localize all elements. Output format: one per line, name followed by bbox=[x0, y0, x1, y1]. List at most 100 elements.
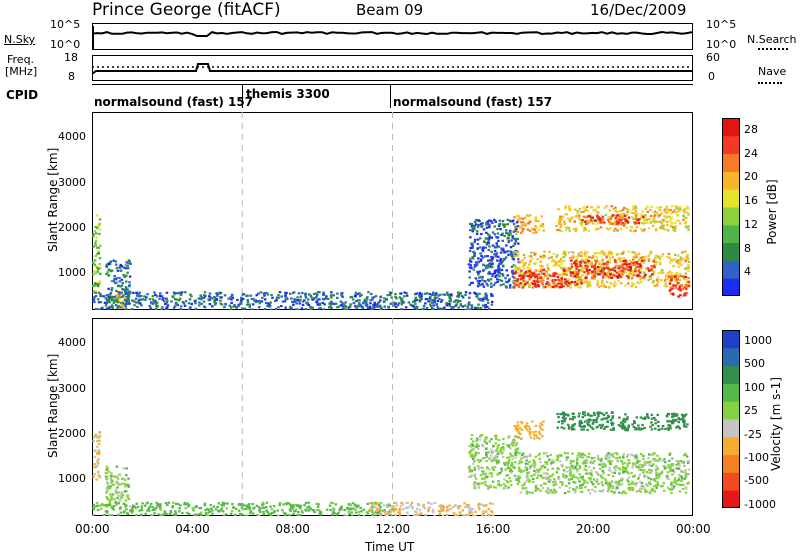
sky-left-tick-top: 10^5 bbox=[50, 18, 81, 31]
velocity-ytick-1: 1000 bbox=[58, 471, 86, 485]
sky-left-label: N.Sky bbox=[4, 33, 36, 46]
velocity-colorbar-tick-5: -25 bbox=[744, 427, 762, 441]
velocity-colorbar-tick-4: 25 bbox=[744, 404, 758, 418]
velocity-heatmap bbox=[92, 318, 691, 516]
cpid-label: CPID bbox=[6, 88, 39, 102]
x-tick-4: 12:00 bbox=[375, 522, 411, 536]
velocity-ytick-3: 3000 bbox=[58, 381, 86, 395]
velocity-region-6 bbox=[517, 451, 691, 495]
freq-left-label-2: [MHz] bbox=[5, 65, 38, 78]
velocity-colorbar bbox=[722, 330, 740, 508]
date-title: 16/Dec/2009 bbox=[590, 1, 687, 19]
power-colorbar-tick-1: 4 bbox=[744, 265, 751, 279]
power-colorbar-swatch-1 bbox=[722, 278, 740, 296]
sky-right-tick-bottom: 10^0 bbox=[706, 38, 737, 51]
power-region-1 bbox=[92, 214, 102, 293]
beam-title: Beam 09 bbox=[356, 1, 424, 19]
freq-panel-trace bbox=[92, 63, 693, 75]
velocity-colorbar-swatch-7 bbox=[722, 383, 740, 402]
power-colorbar-swatch-9 bbox=[722, 135, 740, 155]
power-colorbar-swatch-8 bbox=[722, 153, 740, 172]
x-tick-7: 00:00 bbox=[676, 522, 711, 536]
power-ytick-2: 2000 bbox=[58, 220, 86, 234]
velocity-colorbar-swatch-8 bbox=[722, 365, 740, 384]
sky-panel-trace bbox=[92, 26, 693, 49]
cpid-segment-3: normalsound (fast) 157 bbox=[393, 95, 553, 109]
freq-right-legend-dots bbox=[758, 82, 782, 84]
power-ytick-1: 1000 bbox=[58, 265, 86, 279]
power-colorbar-tick-5: 20 bbox=[744, 170, 758, 184]
x-tick-1: 00:00 bbox=[75, 522, 110, 536]
velocity-colorbar-swatch-5 bbox=[722, 419, 740, 438]
sky-right-tick-top: 10^5 bbox=[706, 18, 737, 31]
cpid-divider-1 bbox=[242, 84, 243, 108]
power-heatmap bbox=[92, 112, 691, 310]
power-region-9 bbox=[513, 214, 545, 235]
power-colorbar-tick-7: 28 bbox=[744, 122, 758, 136]
velocity-colorbar-swatch-9 bbox=[722, 347, 740, 367]
station-title: Prince George (fitACF) bbox=[92, 0, 281, 20]
velocity-colorbar-label: Velocity [m s-1] bbox=[769, 377, 783, 471]
velocity-colorbar-tick-8: -1000 bbox=[744, 497, 776, 511]
velocity-colorbar-tick-1: 1000 bbox=[744, 334, 772, 347]
power-ytick-3: 3000 bbox=[58, 175, 86, 189]
power-colorbar-swatch-7 bbox=[722, 171, 740, 190]
power-colorbar-swatch-10 bbox=[722, 118, 740, 137]
freq-left-tick-bottom: 8 bbox=[68, 70, 75, 83]
x-tick-3: 08:00 bbox=[275, 522, 310, 536]
velocity-ytick-4: 4000 bbox=[58, 336, 86, 350]
velocity-colorbar-tick-3: 100 bbox=[744, 380, 765, 394]
velocity-region-2 bbox=[104, 465, 132, 508]
freq-left-label-1: Freq. bbox=[7, 53, 35, 66]
power-colorbar-tick-4: 16 bbox=[744, 194, 758, 208]
velocity-ytick-2: 2000 bbox=[58, 426, 86, 440]
power-colorbar-label: Power [dB] bbox=[765, 179, 779, 245]
velocity-region-8 bbox=[556, 411, 689, 432]
power-colorbar-swatch-2 bbox=[722, 260, 740, 279]
velocity-region-5 bbox=[467, 434, 521, 491]
velocity-colorbar-swatch-2 bbox=[722, 472, 740, 491]
cpid-strip-line bbox=[92, 84, 693, 85]
velocity-colorbar-tick-2: 500 bbox=[744, 357, 765, 371]
power-region-12 bbox=[668, 274, 691, 298]
cpid-segment-1: normalsound (fast) 157 bbox=[94, 95, 254, 109]
x-axis-label: Time UT bbox=[365, 540, 415, 554]
power-colorbar-swatch-6 bbox=[722, 189, 740, 208]
power-colorbar-swatch-4 bbox=[722, 224, 740, 244]
freq-right-label: Nave bbox=[758, 65, 787, 78]
sky-right-legend-dots bbox=[758, 48, 788, 50]
freq-panel bbox=[92, 55, 693, 81]
velocity-region-3 bbox=[92, 501, 395, 516]
power-ytick-4: 4000 bbox=[58, 130, 86, 144]
velocity-colorbar-tick-7: -500 bbox=[744, 474, 769, 488]
power-region-5 bbox=[467, 218, 521, 289]
velocity-colorbar-swatch-3 bbox=[722, 454, 740, 473]
velocity-region-1 bbox=[92, 431, 102, 481]
x-tick-2: 04:00 bbox=[175, 522, 210, 536]
sky-right-label: N.Search bbox=[747, 33, 797, 46]
sky-left-tick-bottom: 10^0 bbox=[50, 38, 81, 51]
velocity-colorbar-swatch-10 bbox=[722, 330, 740, 349]
power-colorbar bbox=[722, 118, 740, 296]
freq-left-tick-top: 18 bbox=[64, 51, 78, 64]
cpid-segment-2: themis 3300 bbox=[246, 87, 330, 101]
velocity-region-4 bbox=[368, 501, 495, 516]
cpid-divider-2 bbox=[390, 84, 391, 108]
velocity-colorbar-swatch-1 bbox=[722, 490, 740, 508]
power-colorbar-tick-6: 24 bbox=[744, 146, 758, 160]
velocity-colorbar-swatch-6 bbox=[722, 401, 740, 420]
power-colorbar-tick-2: 8 bbox=[744, 241, 751, 255]
power-region-7 bbox=[512, 268, 583, 289]
freq-right-tick-top: 60 bbox=[706, 51, 720, 64]
x-tick-6: 20:00 bbox=[575, 522, 611, 536]
x-tick-5: 16:00 bbox=[475, 522, 511, 536]
power-colorbar-swatch-3 bbox=[722, 242, 740, 261]
freq-right-tick-bottom: 0 bbox=[708, 70, 715, 83]
power-region-10 bbox=[555, 205, 690, 233]
power-colorbar-swatch-5 bbox=[722, 207, 740, 226]
velocity-colorbar-tick-6: -100 bbox=[744, 450, 769, 464]
power-region-11 bbox=[581, 214, 645, 226]
power-region-8 bbox=[568, 259, 656, 280]
velocity-colorbar-swatch-4 bbox=[722, 436, 740, 456]
power-region-4 bbox=[92, 291, 494, 310]
